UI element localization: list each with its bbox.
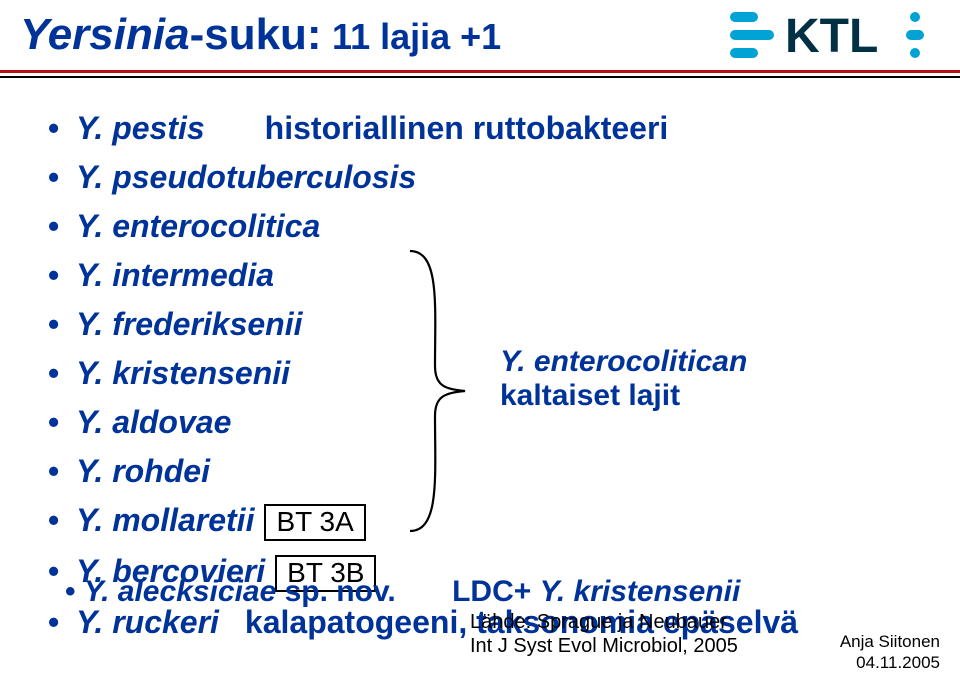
extra-right: LDC+ Y. kristensenii <box>452 575 740 608</box>
source-line2: Int J Syst Evol Microbiol, 2005 <box>470 634 738 658</box>
bullet-icon: • <box>48 453 76 490</box>
extra-species-line: • Y. alecksiciae sp. nov. LDC+ Y. kriste… <box>65 575 740 609</box>
ktl-logo: KTL <box>730 6 940 64</box>
footer-author: Anja Siitonen <box>840 632 940 652</box>
bullet-icon: • <box>48 208 76 245</box>
header-rule-red <box>0 70 960 73</box>
brace-label: Y. enterocolitican kaltaiset lajit <box>500 345 747 413</box>
bullet-icon: • <box>48 257 76 294</box>
title-count: 11 lajia +1 <box>332 16 501 57</box>
species-note: historiallinen ruttobakteeri <box>265 110 669 147</box>
species-name: Y. frederiksenii <box>76 306 303 343</box>
source-citation: Lähde: Sprague ja Neubauer Int J Syst Ev… <box>470 610 738 658</box>
bullet-icon: • <box>48 355 76 392</box>
brace-label-line1: Y. enterocolitican <box>500 345 747 378</box>
title-genus: Yersinia <box>20 10 190 59</box>
bullet-icon: • <box>48 306 76 343</box>
extra-right-italic: Y. kristensenii <box>540 575 741 608</box>
list-item: • Y. pseudotuberculosis <box>48 159 798 196</box>
bullet-icon: • <box>48 604 76 641</box>
extra-species-rest: sp. nov. <box>276 575 395 608</box>
species-name: Y. pestis <box>76 110 205 147</box>
species-name: Y. pseudotuberculosis <box>76 159 416 196</box>
bullet-icon: • <box>65 575 76 608</box>
header: Yersinia-suku: 11 lajia +1 KTL <box>0 0 960 88</box>
species-name: Y. enterocolitica <box>76 208 320 245</box>
header-rule-black <box>0 76 960 78</box>
biotype-box: BT 3A <box>264 504 365 541</box>
bullet-icon: • <box>48 502 76 539</box>
list-item: • Y. pestis historiallinen ruttobakteeri <box>48 110 798 147</box>
footer-date: 04.11.2005 <box>840 653 940 673</box>
species-name: Y. aldovae <box>76 404 231 441</box>
bullet-icon: • <box>48 159 76 196</box>
species-name: Y. intermedia <box>76 257 274 294</box>
list-item: • Y. enterocolitica <box>48 208 798 245</box>
extra-right-prefix: LDC+ <box>452 575 540 608</box>
title-suffix: -suku: <box>190 10 322 59</box>
slide-title: Yersinia-suku: 11 lajia +1 <box>20 10 501 60</box>
footer: Anja Siitonen 04.11.2005 <box>840 632 940 673</box>
svg-text:KTL: KTL <box>785 10 878 63</box>
brace-label-line2: kaltaiset lajit <box>500 379 747 413</box>
species-name: Y. mollaretii <box>76 502 254 539</box>
extra-species-italic: Y. alecksiciae <box>84 575 276 608</box>
species-name: Y. rohdei <box>76 453 210 490</box>
species-name: Y. ruckeri <box>76 604 219 641</box>
bullet-icon: • <box>48 404 76 441</box>
source-line1: Lähde: Sprague ja Neubauer <box>470 610 738 634</box>
species-name: Y. kristensenii <box>76 355 290 392</box>
curly-brace-icon <box>400 246 480 536</box>
bullet-icon: • <box>48 110 76 147</box>
